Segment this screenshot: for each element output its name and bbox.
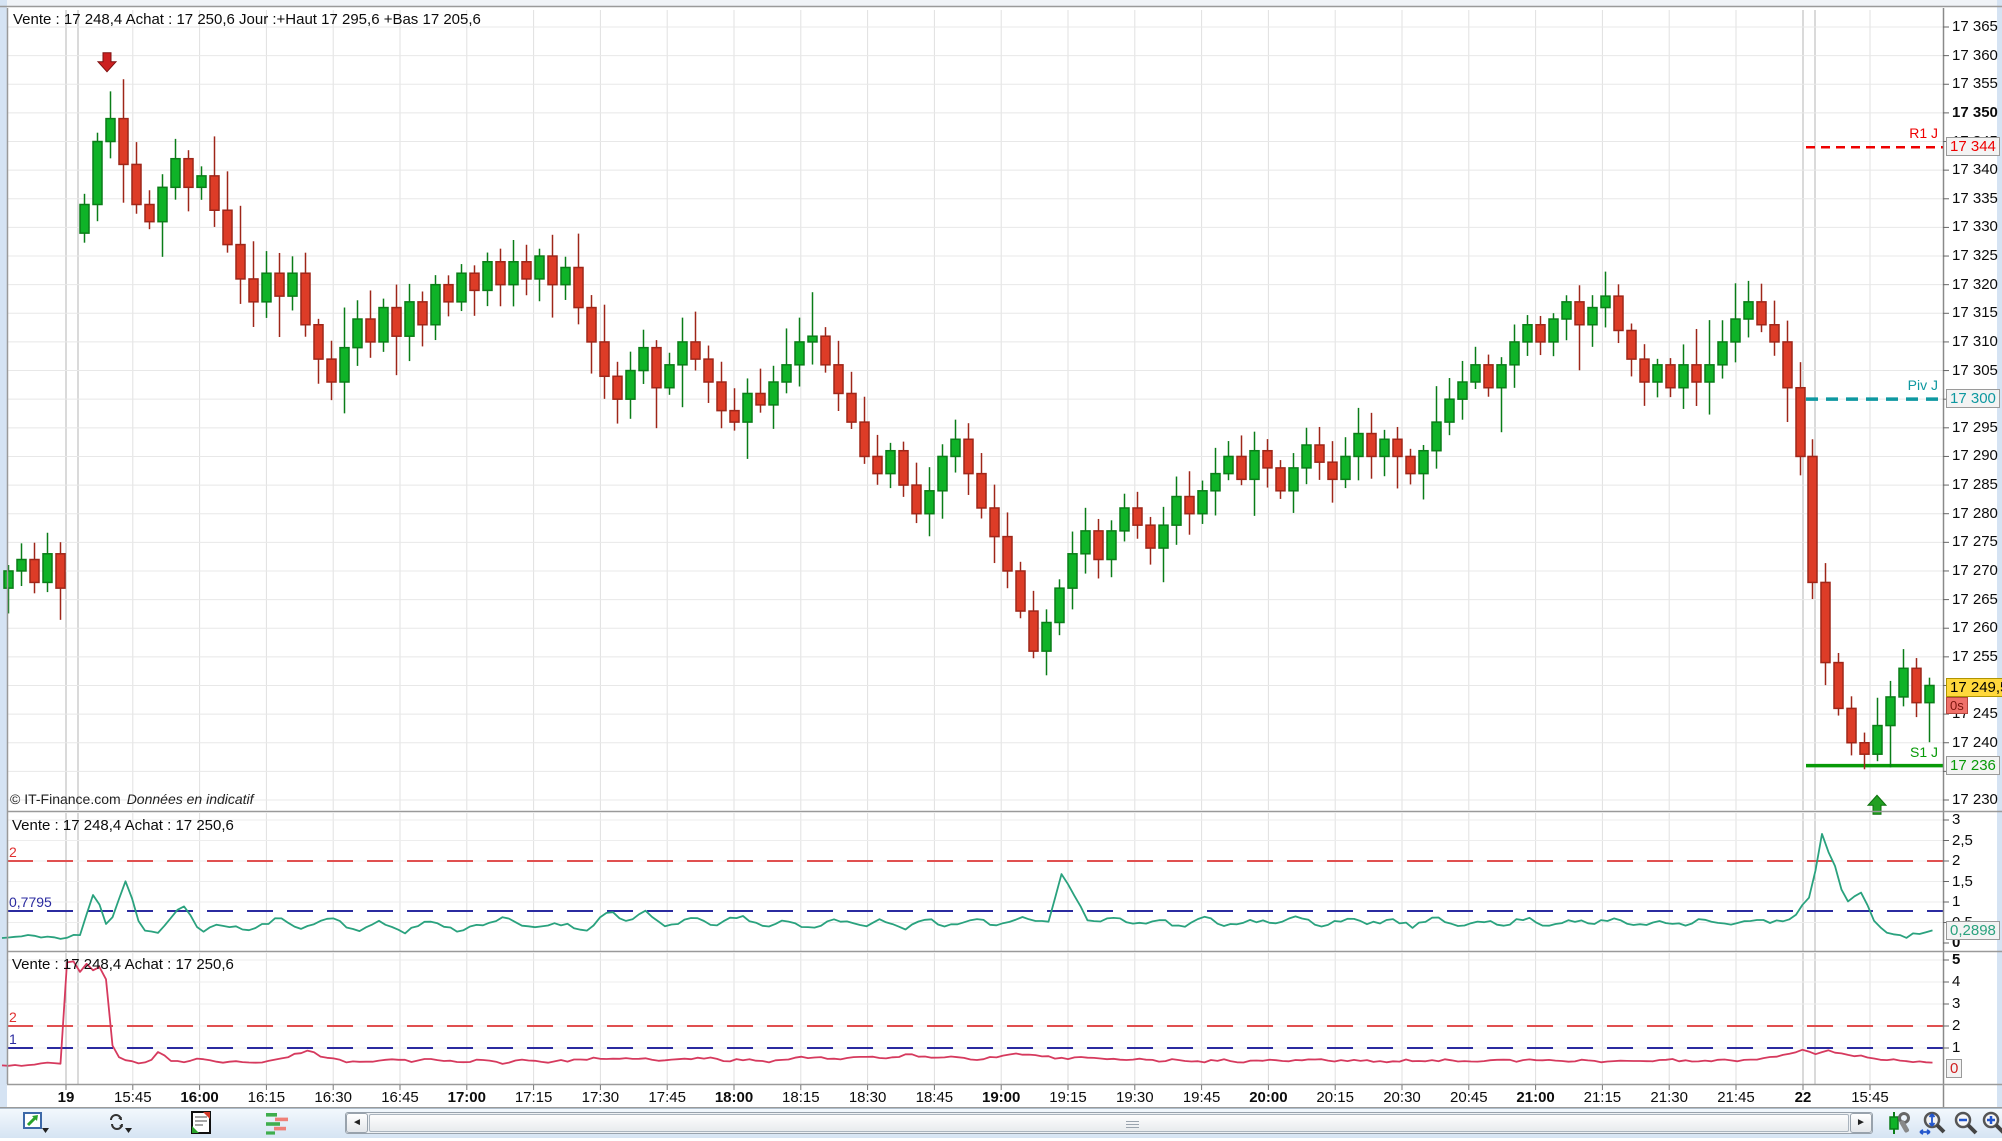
price-tick-label: 17 230 [1952, 791, 1998, 808]
time-tick-label: 16:00 [180, 1089, 219, 1106]
price-tick-label: 17 260 [1952, 619, 1998, 637]
osc2-value-box: 0 [1946, 1058, 1963, 1078]
price-tick-label: 17 290 [1952, 447, 1998, 465]
time-tick-label: 20:30 [1383, 1089, 1421, 1106]
scrollbar-thumb[interactable] [369, 1114, 1849, 1132]
time-tick-label: 15:45 [1851, 1089, 1889, 1106]
time-tick-label: 21:00 [1516, 1089, 1555, 1106]
time-tick-label: 22 [1794, 1089, 1812, 1106]
time-tick-label: 20:00 [1249, 1089, 1288, 1106]
price-tick-label: 17 325 [1952, 247, 1998, 265]
copyright-notice: © IT-Finance.com Données en indicatif [10, 791, 254, 807]
time-tick-label: 18:45 [915, 1089, 954, 1106]
price-tick-label: 17 255 [1952, 647, 1998, 665]
price-tick-label: 17 330 [1952, 218, 1998, 236]
chart-settings-button[interactable] [1884, 1110, 1914, 1136]
time-tick-label: 18:15 [782, 1089, 820, 1106]
window-right-edge [1997, 0, 2002, 1108]
pivot-level-label: Piv J [1907, 377, 1938, 394]
osc2-tick-label: 2 [1952, 1017, 1961, 1034]
osc1-level-label: 2 [9, 844, 17, 860]
osc2-level-label: 1 [9, 1031, 17, 1047]
price-tick-label: 17 315 [1952, 304, 1998, 322]
osc1-tick-label: 1,5 [1952, 872, 1973, 890]
time-tick-label: 17:30 [581, 1089, 620, 1106]
osc1-tick-label: 2,5 [1952, 831, 1973, 849]
news-button[interactable] [188, 1110, 218, 1136]
order-book-button[interactable] [262, 1110, 292, 1136]
time-tick-label: 19:30 [1116, 1089, 1154, 1106]
indicator1-header: Vente : 17 248,4 Achat : 17 250,6 [12, 817, 234, 834]
osc2-tick-label: 4 [1952, 973, 1961, 990]
price-tick-label: 17 240 [1952, 733, 1998, 751]
time-tick-label: 20:45 [1450, 1089, 1488, 1106]
osc2-tick-label: 5 [1952, 951, 1961, 968]
scroll-left-button[interactable]: ◄ [346, 1113, 368, 1133]
window-left-edge [0, 0, 7, 1108]
osc2-level-label: 2 [9, 1009, 17, 1025]
scrollbar-grip[interactable] [1126, 1119, 1139, 1128]
time-tick-label: 19:00 [982, 1089, 1021, 1106]
zoom-in-button[interactable] [1978, 1110, 2002, 1136]
quote-header: Vente : 17 248,4 Achat : 17 250,6 Jour :… [13, 11, 481, 28]
time-tick-label: 16:30 [314, 1089, 352, 1106]
osc1-tick-label: 2 [1952, 852, 1961, 869]
osc1-tick-label: 0 [1952, 934, 1961, 951]
price-tick-label: 17 275 [1952, 533, 1998, 551]
time-tick-label: 21:30 [1650, 1089, 1688, 1106]
price-tick-label: 17 360 [1952, 46, 1998, 64]
time-tick-label: 17:45 [648, 1089, 686, 1106]
pivot-value-box: 17 300 [1946, 389, 2000, 409]
time-tick-label: 19 [57, 1089, 75, 1106]
price-tick-label: 17 280 [1952, 504, 1998, 522]
pivot-level-label: R1 J [1909, 125, 1938, 142]
price-tick-label: 17 305 [1952, 361, 1998, 379]
last-price-box: 17 249,5 [1946, 678, 2002, 698]
time-tick-label: 21:45 [1717, 1089, 1755, 1106]
price-tick-label: 17 270 [1952, 561, 1998, 579]
countdown-box: 0s [1946, 697, 1968, 715]
osc1-value-box: 0,2898 [1946, 921, 2000, 941]
time-tick-label: 19:45 [1182, 1089, 1221, 1106]
price-tick-label: 17 320 [1952, 275, 1998, 293]
price-tick-label: 17 295 [1952, 418, 1998, 436]
time-tick-label: 17:00 [447, 1089, 486, 1106]
osc1-tick-label: 3 [1952, 811, 1961, 828]
time-tick-label: 19:15 [1049, 1089, 1087, 1106]
osc1-tick-label: 1 [1952, 893, 1961, 910]
scroll-right-button[interactable]: ► [1850, 1113, 1872, 1133]
price-tick-label: 17 285 [1952, 476, 1998, 494]
price-tick-label: 17 265 [1952, 590, 1998, 608]
zoom-fit-button[interactable] [1918, 1110, 1948, 1136]
undo-redo-button[interactable] [106, 1110, 136, 1136]
price-tick-label: 17 355 [1952, 75, 1998, 93]
price-tick-label: 17 365 [1952, 18, 1998, 35]
window-top-edge [0, 0, 2002, 6]
time-tick-label: 20:15 [1316, 1089, 1354, 1106]
disclaimer-text: Données en indicatif [126, 791, 254, 807]
zoom-out-button[interactable] [1950, 1110, 1980, 1136]
price-tick-label: 17 335 [1952, 189, 1998, 207]
price-tick-label: 17 310 [1952, 332, 1998, 350]
pivot-value-box: 17 344 [1946, 137, 2000, 157]
time-tick-label: 16:45 [381, 1089, 419, 1106]
price-tick-label: 17 350 [1952, 103, 1998, 121]
osc2-tick-label: 3 [1952, 995, 1961, 1012]
time-tick-label: 17:15 [514, 1089, 553, 1106]
pivot-value-box: 17 236 [1946, 755, 2000, 775]
copyright-text: © IT-Finance.com [10, 791, 121, 807]
export-chart-button[interactable] [22, 1110, 52, 1136]
price-tick-label: 17 340 [1952, 161, 1998, 179]
time-tick-label: 18:00 [714, 1089, 754, 1106]
time-tick-label: 21:15 [1583, 1089, 1622, 1106]
osc1-level-label: 0,7795 [9, 894, 52, 911]
pivot-level-label: S1 J [1909, 743, 1938, 760]
time-tick-label: 15:45 [114, 1089, 152, 1106]
indicator2-header: Vente : 17 248,4 Achat : 17 250,6 [12, 956, 234, 973]
time-tick-label: 18:30 [848, 1089, 887, 1106]
osc2-tick-label: 1 [1952, 1039, 1961, 1056]
time-tick-label: 16:15 [247, 1089, 286, 1106]
